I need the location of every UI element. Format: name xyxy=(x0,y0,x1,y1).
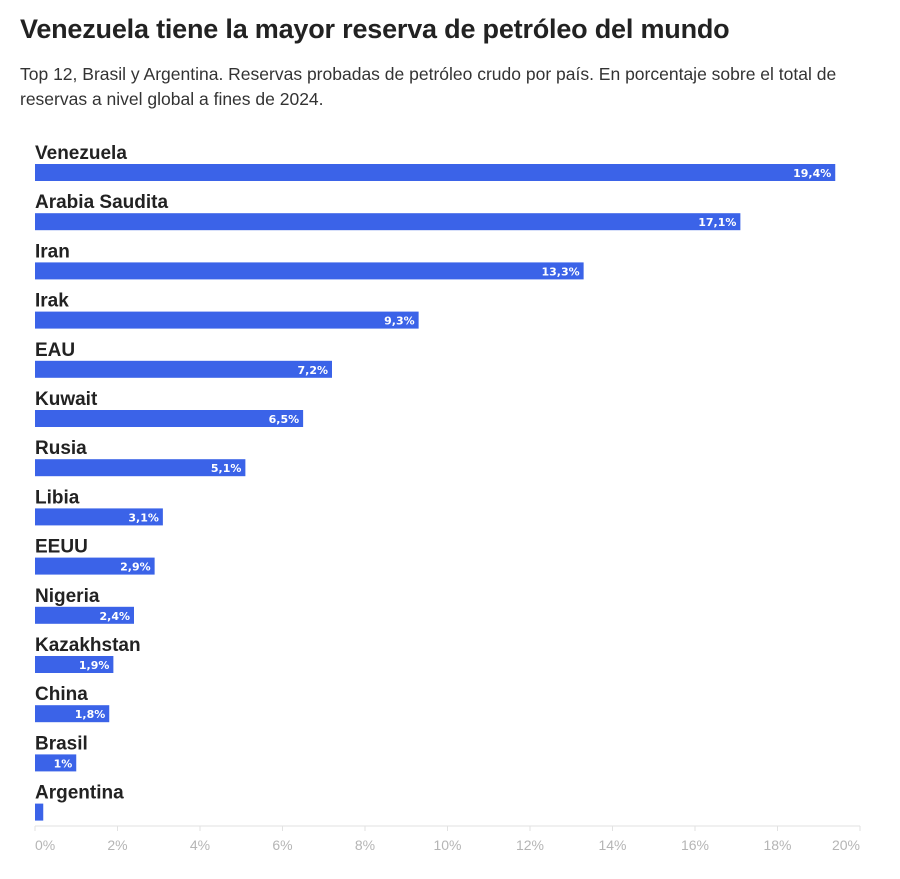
bar-kazakhstan xyxy=(35,656,114,673)
bar-irak xyxy=(35,311,419,329)
bar-eeuu xyxy=(35,557,155,575)
value-label-eau: 7,2% xyxy=(297,364,328,377)
value-label-iran: 13,3% xyxy=(541,265,579,278)
bar-kuwait xyxy=(35,410,304,427)
value-label-arabia-saudita: 17,1% xyxy=(698,216,736,229)
chart-title: Venezuela tiene la mayor reserva de petr… xyxy=(20,14,730,44)
bar-venezuela xyxy=(35,164,836,181)
x-tick-label-0: 0% xyxy=(35,837,55,853)
x-tick-label-20: 20% xyxy=(832,837,860,853)
value-label-libia: 3,1% xyxy=(128,511,159,524)
category-label-argentina: Argentina xyxy=(35,783,124,804)
bar-libia xyxy=(35,508,163,526)
category-label-kazakhstan: Kazakhstan xyxy=(35,635,141,656)
value-label-china: 1,8% xyxy=(75,708,106,721)
x-tick-label-2: 2% xyxy=(107,837,127,853)
value-label-brasil: 1% xyxy=(54,757,73,770)
category-label-nigeria: Nigeria xyxy=(35,586,100,607)
x-tick-label-12: 12% xyxy=(516,837,544,853)
category-label-arabia-saudita: Arabia Saudita xyxy=(35,192,168,213)
category-label-eeuu: EEUU xyxy=(35,537,88,558)
category-label-china: China xyxy=(35,684,88,705)
x-tick-label-8: 8% xyxy=(355,837,375,853)
category-label-libia: Libia xyxy=(35,487,80,508)
bar-rusia xyxy=(35,459,246,477)
bar-iran xyxy=(35,262,584,280)
category-label-eau: EAU xyxy=(35,340,75,361)
category-label-iran: Iran xyxy=(35,241,70,262)
category-label-irak: Irak xyxy=(35,291,69,312)
value-label-kuwait: 6,5% xyxy=(269,413,300,426)
value-label-rusia: 5,1% xyxy=(211,462,242,475)
x-tick-label-10: 10% xyxy=(433,837,461,853)
x-tick-label-14: 14% xyxy=(598,837,626,853)
bar-arabia-saudita xyxy=(35,213,741,231)
x-tick-label-16: 16% xyxy=(681,837,709,853)
bar-argentina xyxy=(35,803,44,821)
value-label-eeuu: 2,9% xyxy=(120,561,151,574)
category-label-brasil: Brasil xyxy=(35,733,88,754)
value-label-nigeria: 2,4% xyxy=(99,610,130,623)
bar-nigeria xyxy=(35,606,134,624)
value-label-irak: 9,3% xyxy=(384,315,415,328)
chart-subtitle: Top 12, Brasil y Argentina. Reservas pro… xyxy=(20,64,837,109)
x-tick-label-18: 18% xyxy=(763,837,791,853)
category-label-venezuela: Venezuela xyxy=(35,143,127,164)
x-tick-label-4: 4% xyxy=(190,837,210,853)
value-label-venezuela: 19,4% xyxy=(793,167,831,180)
bar-brasil xyxy=(35,754,77,772)
bar-china xyxy=(35,705,110,723)
bar-eau xyxy=(35,360,332,378)
value-label-kazakhstan: 1,9% xyxy=(79,659,110,672)
category-label-rusia: Rusia xyxy=(35,438,87,459)
x-tick-label-6: 6% xyxy=(272,837,292,853)
category-label-kuwait: Kuwait xyxy=(35,389,98,410)
